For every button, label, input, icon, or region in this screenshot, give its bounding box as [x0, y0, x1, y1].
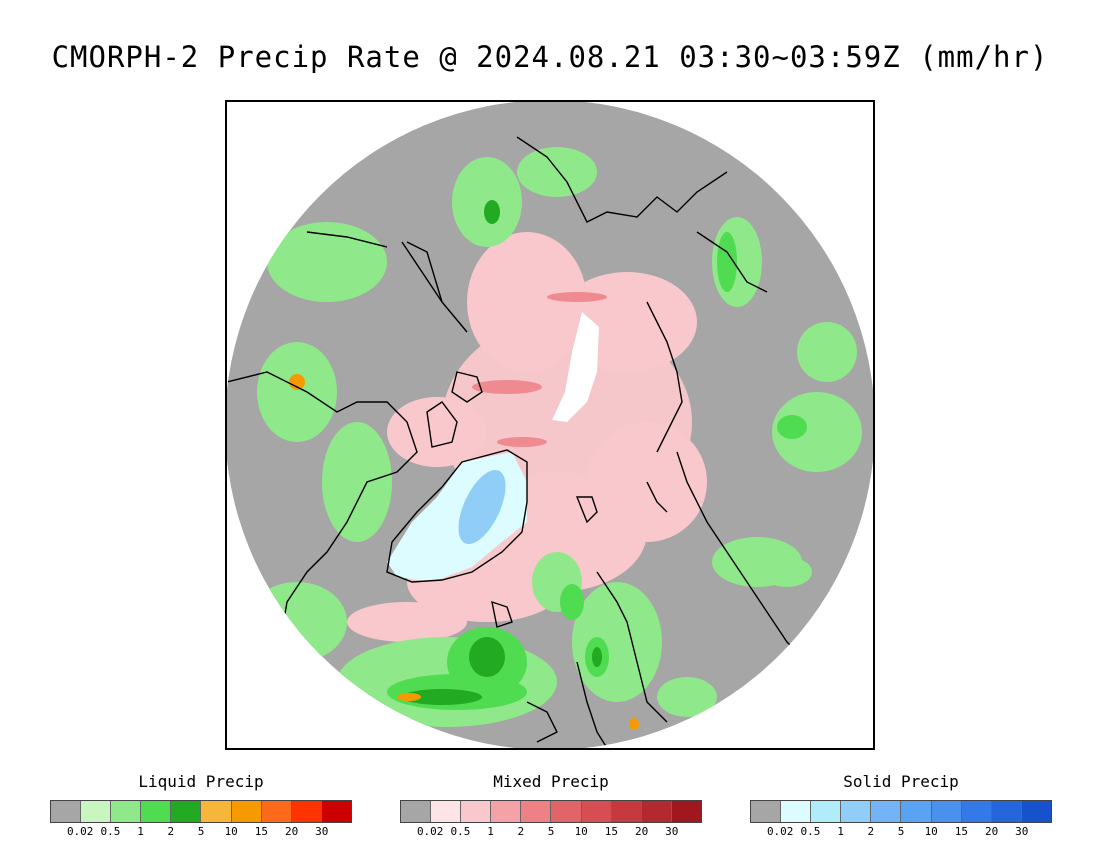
tick-labels: 0.02 0.5 1 2 5 10 15 20 30 [750, 823, 1052, 838]
tick-label: 0.5 [450, 825, 471, 838]
tick-label: 15 [954, 825, 969, 838]
color-bar [50, 800, 352, 823]
tick-label: 20 [634, 825, 649, 838]
mixed-precip-heavy [472, 292, 607, 447]
color-swatch [81, 801, 112, 822]
tick-label: 0.02 [416, 825, 444, 838]
color-swatch [901, 801, 932, 822]
solid-precip-greenland-core [458, 469, 506, 545]
liquid-precip-intense [289, 374, 639, 730]
tick-label: 1 [137, 825, 144, 838]
color-swatch [811, 801, 842, 822]
tick-label: 5 [897, 825, 905, 838]
legend-title: Liquid Precip [138, 772, 264, 791]
color-swatch [431, 801, 462, 822]
tick-label: 20 [984, 825, 999, 838]
tick-label: 2 [867, 825, 875, 838]
color-swatch [51, 801, 82, 822]
color-swatch [961, 801, 992, 822]
color-swatch [1021, 801, 1051, 822]
tick-label: 2 [167, 825, 175, 838]
coastlines [227, 136, 818, 748]
color-swatch [491, 801, 522, 822]
color-swatch [781, 801, 812, 822]
color-swatch [171, 801, 202, 822]
color-swatch [401, 801, 432, 822]
color-swatch [321, 801, 351, 822]
color-swatch [551, 801, 582, 822]
legend-liquid: Liquid Precip 0.02 0.5 1 2 5 10 15 20 30 [50, 772, 352, 838]
tick-label: 10 [224, 825, 238, 838]
color-swatch [671, 801, 701, 822]
tick-label: 0.5 [800, 825, 821, 838]
color-bar [750, 800, 1052, 823]
color-bar [400, 800, 702, 823]
color-swatch [871, 801, 902, 822]
color-swatch [751, 801, 782, 822]
color-swatch [261, 801, 292, 822]
color-swatch [581, 801, 612, 822]
chart-title: CMORPH-2 Precip Rate @ 2024.08.21 03:30~… [51, 40, 1049, 74]
legend-title: Mixed Precip [493, 772, 609, 791]
tick-label: 20 [284, 825, 299, 838]
color-swatch [461, 801, 492, 822]
liquid-precip-heavy [402, 200, 602, 705]
tick-label: 1 [487, 825, 494, 838]
color-swatch [141, 801, 172, 822]
tick-label: 30 [315, 825, 329, 838]
tick-label: 5 [547, 825, 555, 838]
tick-label: 15 [254, 825, 269, 838]
tick-label: 15 [604, 825, 619, 838]
map-svg [227, 102, 873, 748]
polar-precip-map [225, 100, 875, 750]
tick-label: 0.02 [766, 825, 794, 838]
color-swatch [291, 801, 322, 822]
tick-label: 30 [1015, 825, 1029, 838]
tick-label: 30 [665, 825, 679, 838]
color-swatch [611, 801, 642, 822]
tick-label: 0.5 [100, 825, 121, 838]
tick-label: 5 [197, 825, 205, 838]
color-swatch [521, 801, 552, 822]
tick-label: 0.02 [66, 825, 94, 838]
solid-precip-pole [552, 312, 599, 422]
color-swatch [111, 801, 142, 822]
tick-label: 10 [574, 825, 588, 838]
color-swatch [841, 801, 872, 822]
legend-title: Solid Precip [843, 772, 959, 791]
color-swatch [931, 801, 962, 822]
color-swatch [231, 801, 262, 822]
tick-labels: 0.02 0.5 1 2 5 10 15 20 30 [50, 823, 352, 838]
color-swatch [641, 801, 672, 822]
tick-label: 1 [837, 825, 844, 838]
tick-label: 2 [517, 825, 525, 838]
legend-mixed: Mixed Precip 0.02 0.5 1 2 5 10 15 20 30 [400, 772, 702, 838]
tick-labels: 0.02 0.5 1 2 5 10 15 20 30 [400, 823, 702, 838]
color-swatch [991, 801, 1022, 822]
legend-solid: Solid Precip 0.02 0.5 1 2 5 10 15 20 30 [750, 772, 1052, 838]
tick-label: 10 [924, 825, 938, 838]
color-swatch [201, 801, 232, 822]
